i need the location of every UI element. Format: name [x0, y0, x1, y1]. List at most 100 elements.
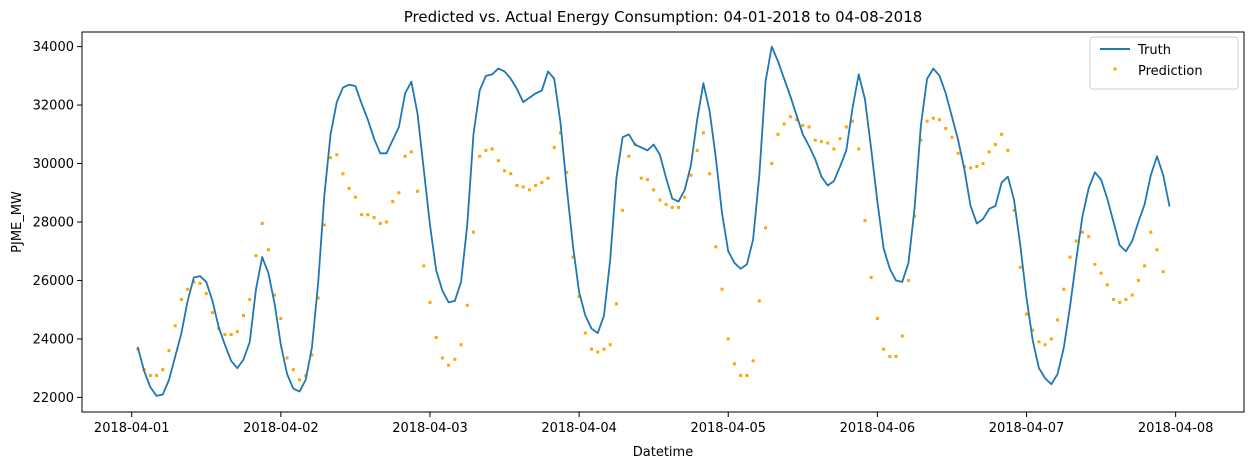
x-tick-label: 2018-04-02 — [243, 421, 319, 436]
prediction-point — [956, 151, 960, 155]
prediction-point — [447, 363, 451, 367]
prediction-point — [1149, 230, 1153, 234]
prediction-point — [534, 183, 538, 187]
prediction-point — [795, 118, 799, 122]
prediction-point — [838, 137, 842, 141]
truth-series-line — [137, 45, 1171, 397]
legend-truth-label: Truth — [1137, 43, 1171, 58]
prediction-point — [1056, 318, 1060, 322]
prediction-point — [695, 148, 699, 152]
y-tick-label: 30000 — [33, 157, 74, 172]
prediction-point — [186, 287, 190, 291]
prediction-point — [906, 278, 910, 282]
prediction-point — [882, 347, 886, 351]
prediction-point — [819, 140, 823, 144]
prediction-point — [571, 255, 575, 259]
prediction-point — [832, 147, 836, 151]
y-tick-label: 24000 — [33, 332, 74, 347]
prediction-point — [993, 143, 997, 147]
prediction-point — [285, 356, 289, 360]
y-tick-label: 28000 — [33, 216, 74, 231]
prediction-point — [888, 354, 892, 358]
prediction-point — [1105, 283, 1109, 287]
prediction-point — [1130, 293, 1134, 297]
prediction-point — [372, 216, 376, 220]
prediction-point — [658, 198, 662, 202]
prediction-point — [788, 115, 792, 119]
prediction-point — [583, 331, 587, 335]
prediction-point — [1062, 287, 1066, 291]
prediction-point — [490, 147, 494, 151]
prediction-point — [751, 359, 755, 363]
y-tick-label: 32000 — [33, 99, 74, 114]
prediction-point — [161, 368, 165, 372]
prediction-point — [975, 164, 979, 168]
prediction-point — [720, 287, 724, 291]
x-tick-label: 2018-04-01 — [94, 421, 170, 436]
prediction-point — [807, 125, 811, 129]
prediction-point — [1099, 271, 1103, 275]
prediction-point — [235, 330, 239, 334]
prediction-point — [540, 181, 544, 185]
prediction-point — [875, 316, 879, 320]
prediction-point — [484, 148, 488, 152]
prediction-point — [229, 333, 233, 337]
prediction-point — [248, 297, 252, 301]
prediction-point — [913, 214, 917, 218]
prediction-point — [745, 373, 749, 377]
prediction-point — [353, 195, 357, 199]
prediction-point — [552, 145, 556, 149]
prediction-point — [378, 221, 382, 225]
prediction-point — [938, 118, 942, 122]
prediction-point — [1031, 328, 1035, 332]
prediction-point — [894, 354, 898, 358]
prediction-point — [801, 124, 805, 128]
prediction-point — [1124, 297, 1128, 301]
prediction-point — [403, 154, 407, 158]
prediction-point — [434, 335, 438, 339]
prediction-point — [527, 188, 531, 192]
prediction-point — [608, 343, 612, 347]
prediction-point — [782, 122, 786, 126]
y-tick-label: 26000 — [33, 274, 74, 289]
prediction-point — [1136, 278, 1140, 282]
prediction-point — [1087, 235, 1091, 239]
prediction-point — [503, 169, 507, 173]
prediction-point — [701, 131, 705, 135]
prediction-point — [1018, 265, 1022, 269]
prediction-point — [210, 311, 214, 315]
prediction-point — [639, 176, 643, 180]
prediction-point — [397, 191, 401, 195]
prediction-point — [204, 292, 208, 296]
prediction-point — [266, 248, 270, 252]
prediction-point — [546, 176, 550, 180]
prediction-point — [708, 172, 712, 176]
prediction-point — [471, 230, 475, 234]
prediction-point — [341, 172, 345, 176]
prediction-point — [757, 299, 761, 303]
prediction-point — [1012, 208, 1016, 212]
prediction-point — [409, 150, 413, 154]
prediction-point — [297, 378, 301, 382]
legend-prediction-label: Prediction — [1138, 64, 1203, 79]
prediction-point — [329, 156, 333, 160]
prediction-point — [1006, 148, 1010, 152]
prediction-point — [291, 368, 295, 372]
prediction-point — [173, 324, 177, 328]
prediction-point — [279, 316, 283, 320]
prediction-point — [726, 337, 730, 341]
prediction-point — [869, 276, 873, 280]
prediction-point — [664, 202, 668, 206]
prediction-point — [1074, 239, 1078, 243]
prediction-point — [931, 116, 935, 120]
prediction-point — [1093, 262, 1097, 266]
prediction-point — [416, 189, 420, 193]
prediction-point — [826, 141, 830, 145]
prediction-point — [223, 333, 227, 337]
prediction-point — [1161, 270, 1165, 274]
x-tick-label: 2018-04-07 — [989, 421, 1065, 436]
y-axis: 22000 24000 26000 28000 30000 32000 34000 — [33, 40, 82, 406]
prediction-point — [1025, 312, 1029, 316]
prediction-point — [851, 119, 855, 123]
prediction-point — [987, 150, 991, 154]
